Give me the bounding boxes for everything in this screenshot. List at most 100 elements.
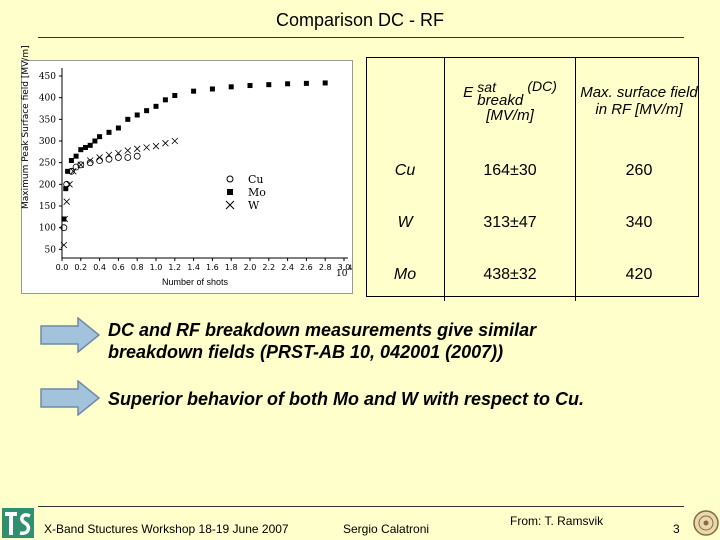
plot-y-tick-label: 400 <box>39 94 56 104</box>
breakdown-plot: 450 400 350 300 250 200 150 100 50 0.0 0.2 0.4 0.6 0.… <box>21 45 353 294</box>
plot-point-w <box>77 161 85 169</box>
legend-symbol-mo <box>227 189 233 195</box>
plot-x-tick-label: 2.4 <box>281 263 294 272</box>
plot-x-tick-label: 0.8 <box>131 263 144 272</box>
table-header-blank <box>366 57 445 145</box>
plot-x-tick-label: 0.2 <box>74 263 87 272</box>
footer-source: From: T. Ramsvik <box>510 514 604 528</box>
plot-point-cu <box>124 154 132 161</box>
plot-point-mo <box>83 145 88 150</box>
dc-header-dc: (DC) <box>527 78 557 95</box>
plot-x-tick-label: 0.0 <box>56 263 69 272</box>
plot-point-mo <box>191 88 197 94</box>
plot-x-tick-label: 2.0 <box>244 263 257 272</box>
plot-point-mo <box>125 116 131 122</box>
table-row: W 313±47 340 <box>366 197 702 249</box>
row-rf-value: 420 <box>625 266 653 283</box>
table-header-row: E sat breakd (DC) [MV/m] Max. surface fi… <box>366 57 702 145</box>
plot-x-tick-label: 0.6 <box>112 263 125 272</box>
plot-point-w <box>115 149 122 157</box>
top-divider <box>38 37 684 38</box>
row-rf-value: 260 <box>625 162 653 179</box>
plot-point-w <box>86 157 94 164</box>
plot-point-w <box>63 198 70 205</box>
dc-header-e: E <box>463 84 474 102</box>
table-row: Mo 438±32 420 <box>366 249 702 301</box>
plot-x-tick-label: 1.0 <box>150 263 163 272</box>
plot-point-mo <box>172 93 178 98</box>
row-dc-value: 438±32 <box>444 249 576 301</box>
plot-point-mo <box>68 158 74 163</box>
plot-point-mo <box>303 80 309 86</box>
plot-point-mo <box>92 138 98 144</box>
plot-point-cu <box>60 224 68 232</box>
plot-point-mo <box>322 80 328 86</box>
table-header-dc: E sat breakd (DC) [MV/m] <box>444 57 576 145</box>
row-material: W <box>366 197 445 249</box>
dc-header-sat: sat <box>477 78 496 95</box>
plot-canvas: 450 400 350 300 250 200 150 100 50 0.0 0.2 0.4 0.6 0.… <box>39 68 352 279</box>
plot-point-w <box>60 241 68 249</box>
plot-point-mo <box>144 108 150 114</box>
arrow-right-icon <box>40 317 100 353</box>
plot-x-tick-label: 2.6 <box>300 263 313 272</box>
plot-point-mo <box>63 186 69 192</box>
plot-point-w <box>124 147 132 154</box>
plot-point-mo <box>209 86 215 92</box>
plot-x-tick-label: 1.8 <box>225 263 238 272</box>
plot-point-w <box>152 142 160 150</box>
breakdown-table: E sat breakd (DC) [MV/m] Max. surface fi… <box>366 57 702 301</box>
bullet-text-1: DC and RF breakdown measurements give si… <box>108 320 537 362</box>
slide-title: Comparison DC - RF <box>275 10 445 30</box>
plot-point-cu <box>105 155 113 163</box>
plot-point-mo <box>61 216 67 222</box>
legend-symbol-cu <box>226 175 234 183</box>
plot-x-tick-label: 1.2 <box>168 263 181 272</box>
plot-point-cu <box>86 159 94 167</box>
plot-y-tick-label: 350 <box>39 115 56 125</box>
bullet-text-2: Superior behavior of both Mo and W with … <box>108 389 585 409</box>
row-material: Cu <box>366 145 445 197</box>
plot-point-mo <box>106 129 112 135</box>
plot-x-exponent: 10 <box>336 269 348 279</box>
institute-seal-icon <box>693 510 719 536</box>
plot-point-w <box>61 215 69 223</box>
plot-point-mo <box>285 81 291 87</box>
plot-point-mo <box>73 153 79 159</box>
plot-y-tick-label: 300 <box>39 137 56 147</box>
arrow-right-icon <box>40 380 100 416</box>
plot-y-tick-label: 200 <box>39 180 56 190</box>
plot-point-cu <box>96 157 103 164</box>
plot-y-tick-label: 50 <box>45 245 57 255</box>
plot-point-mo <box>78 147 84 153</box>
plot-point-cu <box>133 152 141 160</box>
plot-x-tick-label: 1.6 <box>206 263 219 272</box>
ts-logo-icon <box>2 508 34 538</box>
plot-y-tick-label: 100 <box>39 224 56 234</box>
plot-point-w <box>133 145 141 153</box>
plot-point-w <box>105 151 113 159</box>
footer-author: Sergio Calatroni <box>343 522 430 536</box>
plot-point-mo <box>247 83 253 89</box>
legend-symbol-w <box>225 200 235 210</box>
plot-x-tick-label: 2.8 <box>319 263 332 272</box>
footer-workshop: X-Band Stuctures Workshop 18-19 June 200… <box>44 522 289 536</box>
plot-point-w <box>143 144 150 151</box>
plot-point-mo <box>153 103 159 109</box>
plot-x-tick-label: 0.4 <box>93 263 106 272</box>
plot-x-tick-label: 1.4 <box>187 263 200 272</box>
table-header-rf: Max. surface field in RF [MV/m] <box>580 84 698 118</box>
table-row: Cu 164±30 260 <box>366 145 702 197</box>
row-dc-value: 313±47 <box>444 197 576 249</box>
legend-label: W <box>248 199 260 212</box>
footer-divider <box>38 506 684 507</box>
row-dc-value: 164±30 <box>444 145 576 197</box>
plot-point-mo <box>115 125 121 131</box>
dc-header-unit: [MV/m] <box>486 106 534 124</box>
legend-label: Mo <box>248 186 266 199</box>
plot-point-cu <box>115 154 122 161</box>
plot-point-mo <box>228 84 234 90</box>
plot-point-cu <box>68 167 75 175</box>
row-material: Mo <box>366 249 445 301</box>
plot-point-mo <box>134 112 140 118</box>
